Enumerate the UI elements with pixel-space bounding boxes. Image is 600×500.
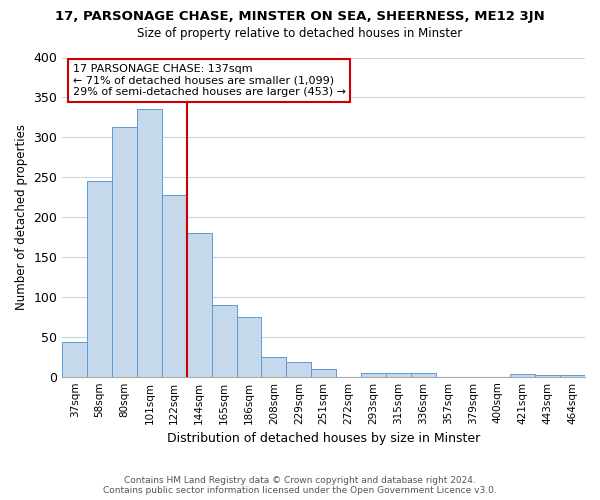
Bar [112, 127, 137, 376]
X-axis label: Distribution of detached houses by size in Minster: Distribution of detached houses by size … [167, 432, 480, 445]
Text: Size of property relative to detached houses in Minster: Size of property relative to detached ho… [137, 28, 463, 40]
Text: 17, PARSONAGE CHASE, MINSTER ON SEA, SHEERNESS, ME12 3JN: 17, PARSONAGE CHASE, MINSTER ON SEA, SHE… [55, 10, 545, 23]
Bar [511, 374, 535, 376]
Bar [187, 233, 212, 376]
Bar [560, 375, 585, 376]
Bar [311, 368, 336, 376]
Bar [87, 181, 112, 376]
Text: 17 PARSONAGE CHASE: 137sqm
← 71% of detached houses are smaller (1,099)
29% of s: 17 PARSONAGE CHASE: 137sqm ← 71% of deta… [73, 64, 346, 97]
Bar [236, 317, 262, 376]
Bar [535, 375, 560, 376]
Bar [286, 362, 311, 376]
Bar [262, 356, 286, 376]
Y-axis label: Number of detached properties: Number of detached properties [15, 124, 28, 310]
Bar [361, 372, 386, 376]
Bar [62, 342, 87, 376]
Bar [411, 374, 436, 376]
Bar [386, 372, 411, 376]
Bar [137, 110, 162, 376]
Bar [212, 305, 236, 376]
Bar [162, 194, 187, 376]
Text: Contains HM Land Registry data © Crown copyright and database right 2024.
Contai: Contains HM Land Registry data © Crown c… [103, 476, 497, 495]
